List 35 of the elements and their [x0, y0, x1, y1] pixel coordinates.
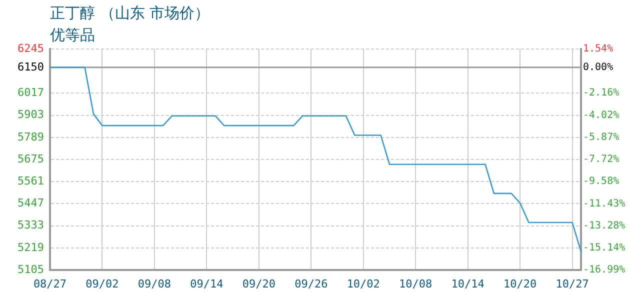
y2-tick-label: 1.54%: [583, 44, 614, 55]
y-tick-label: 5105: [18, 262, 44, 276]
x-tick-label: 09/02: [86, 277, 119, 290]
y-tick-label: 5561: [18, 174, 44, 188]
y-tick-label: 5675: [18, 152, 44, 166]
chart-subtitle: 优等品: [50, 26, 95, 45]
y2-tick-label: 0.00%: [583, 62, 614, 73]
x-tick-label: 09/14: [190, 277, 224, 290]
x-tick-label: 09/26: [294, 277, 328, 290]
x-tick-label: 10/08: [399, 277, 432, 290]
x-tick-label: 10/27: [556, 277, 589, 290]
y2-tick-label: -4.02%: [583, 110, 620, 121]
x-tick-label: 10/14: [451, 277, 485, 290]
y2-tick-label: -7.72%: [583, 154, 620, 166]
y-tick-label: 5219: [18, 240, 44, 254]
y-tick-label: 6150: [18, 60, 44, 74]
y-tick-label: 6245: [18, 42, 44, 55]
x-tick-label: 09/08: [138, 277, 172, 290]
x-tick-label: 10/20: [504, 277, 537, 290]
x-tick-label: 10/02: [346, 277, 380, 290]
x-tick-label: 08/27: [33, 277, 67, 290]
y-tick-label: 6017: [18, 86, 44, 100]
y2-tick-label: -11.43%: [583, 198, 626, 210]
y2-tick-label: -13.28%: [583, 220, 626, 232]
y-tick-label: 5789: [18, 130, 44, 144]
y2-tick-label: -5.87%: [583, 132, 620, 143]
y2-tick-label: -2.16%: [583, 88, 620, 99]
chart-title: 正丁醇 （山东 市场价）: [50, 4, 210, 23]
y-tick-label: 5447: [18, 196, 44, 210]
y2-tick-label: -9.58%: [583, 176, 620, 188]
y2-tick-label: -16.99%: [583, 264, 626, 276]
y-tick-label: 5903: [18, 108, 44, 122]
y2-tick-label: -15.14%: [583, 242, 626, 254]
y-tick-label: 5333: [18, 218, 44, 232]
x-tick-label: 09/20: [242, 277, 276, 290]
